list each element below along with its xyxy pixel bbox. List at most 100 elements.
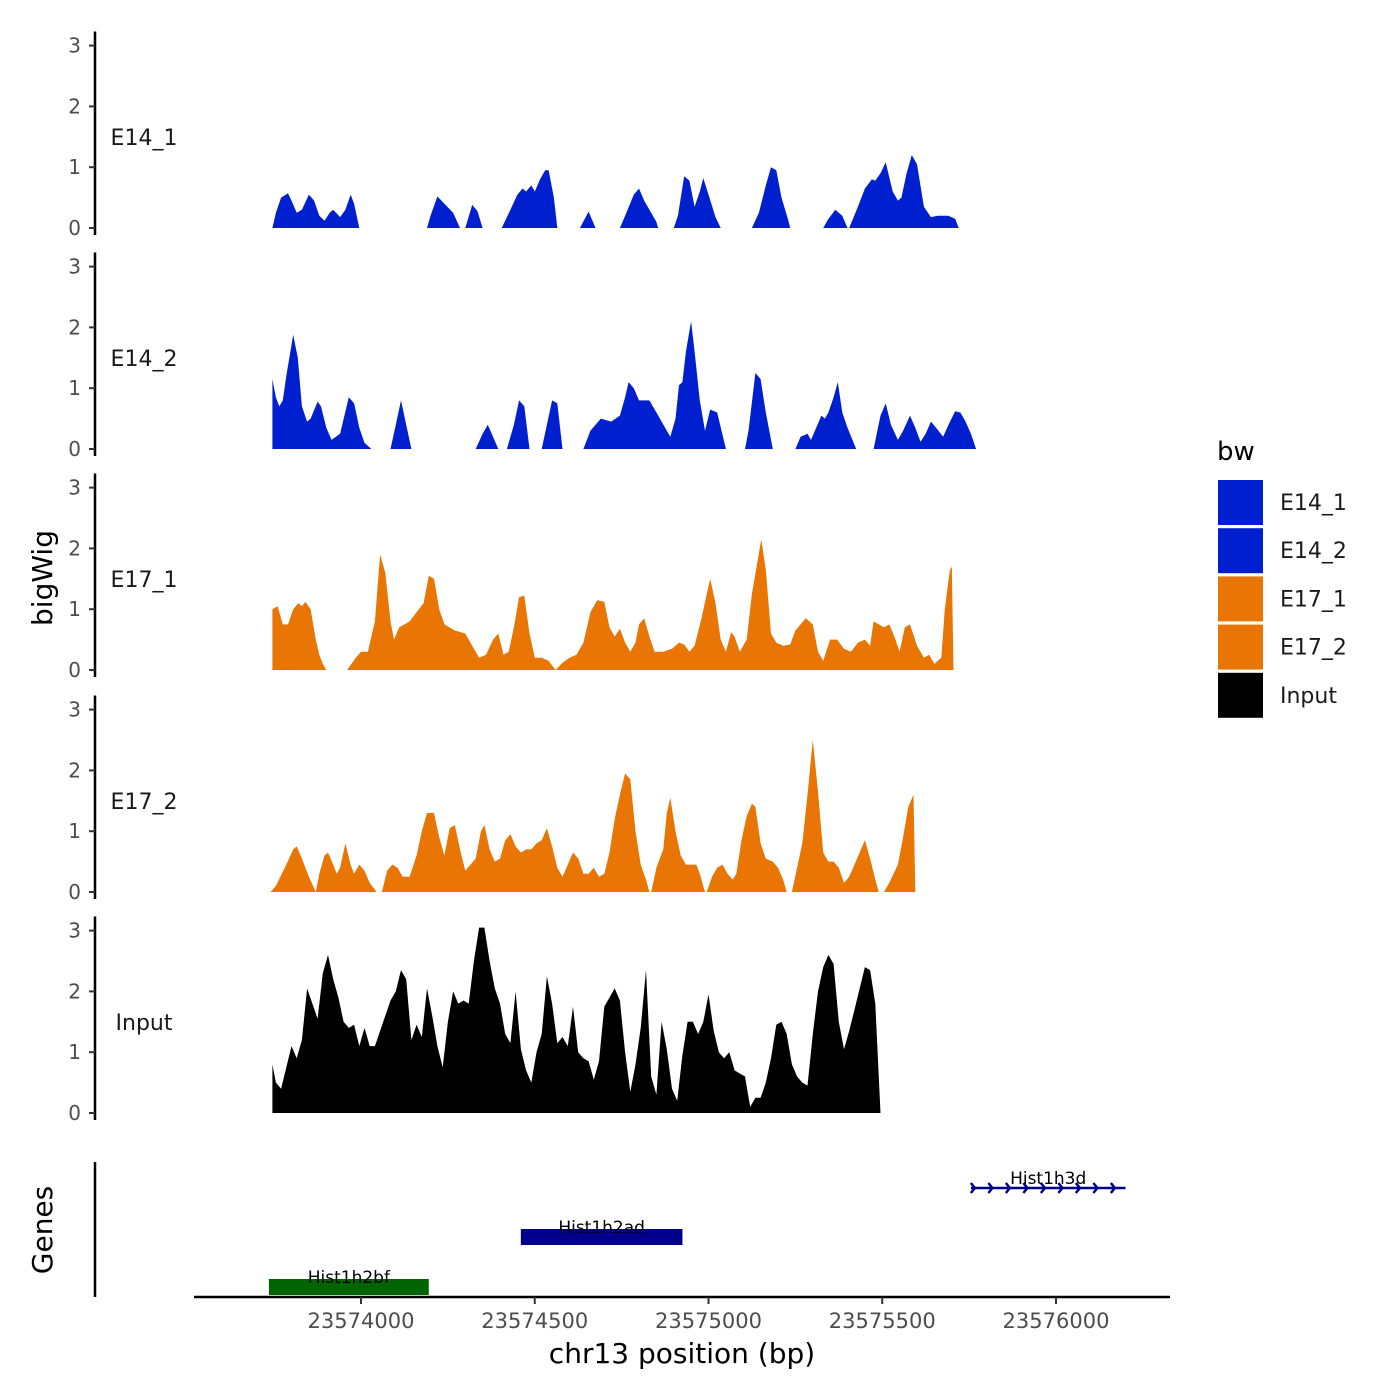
strand-arrow <box>1057 1182 1064 1194</box>
x-tick-label: 23575500 <box>829 1309 936 1333</box>
track-label: Input <box>116 1011 173 1036</box>
y-tick-label: 2 <box>68 94 81 118</box>
y-tick-label: 0 <box>68 437 81 461</box>
gene-hist1h2bf: Hist1h2bf <box>268 1268 429 1295</box>
gene-hist1h2ad: Hist1h2ad <box>520 1218 683 1245</box>
x-axis: 23574000 23574500 23575000 23575500 23576000 <box>194 1295 1170 1333</box>
coverage-area <box>541 400 563 449</box>
gene-label: Hist1h2ad <box>558 1218 645 1238</box>
y-axis-title: bigWig <box>26 530 59 626</box>
coverage-area <box>475 424 499 449</box>
legend-swatch <box>1218 672 1263 718</box>
y-tick-label: 0 <box>68 216 81 240</box>
coverage-area <box>823 209 848 228</box>
coverage-area <box>272 927 881 1113</box>
x-tick-label: 23574000 <box>308 1309 415 1333</box>
strand-arrow <box>1092 1182 1099 1194</box>
coverage-area <box>555 539 954 670</box>
y-tick-label: 1 <box>68 819 81 843</box>
x-tick-label: 23576000 <box>1003 1309 1110 1333</box>
track-e17_1: 0 1 2 3 E17_1 <box>68 473 954 682</box>
gene-hist1h3d: Hist1h3d <box>969 1169 1126 1194</box>
strand-arrow <box>969 1182 977 1194</box>
track-label: E14_2 <box>111 347 178 372</box>
coverage-area <box>619 188 659 228</box>
track-label: E17_1 <box>111 568 178 593</box>
coverage-area <box>347 554 556 670</box>
strand-arrow <box>1022 1182 1029 1194</box>
legend-title: bw <box>1217 437 1255 467</box>
coverage-area <box>272 193 360 228</box>
y-tick-label: 0 <box>68 880 81 904</box>
legend-label: E17_2 <box>1280 636 1347 661</box>
coverage-area <box>706 803 787 892</box>
coverage-area <box>270 846 316 892</box>
coverage-area <box>390 400 412 449</box>
coverage-area <box>873 403 977 449</box>
coverage-area <box>795 382 857 449</box>
track-label: E17_2 <box>111 790 178 815</box>
y-tick-label: 3 <box>68 919 81 943</box>
bigwig-tracks: 0 1 2 3 E14_1 0 1 2 3 E14_2 0 1 2 3 E17_1 0 1 2 3 E17_2 0 1 2 3… <box>68 31 977 1125</box>
legend-swatch <box>1218 624 1263 670</box>
y-tick-label: 1 <box>68 155 81 179</box>
coverage-area <box>583 321 726 449</box>
x-axis-title: chr13 position (bp) <box>549 1337 815 1370</box>
y-tick-label: 3 <box>68 255 81 279</box>
coverage-area <box>751 167 791 228</box>
coverage-area <box>673 176 721 228</box>
gene-track: Hist1h2bf Hist1h2ad Hist1h3d <box>93 1162 1126 1297</box>
legend: bw E14_1 E14_2 E17_1 E17_2 Input <box>1217 437 1347 718</box>
coverage-area <box>884 794 916 892</box>
y-tick-label: 0 <box>68 658 81 682</box>
coverage-area <box>745 373 773 449</box>
strand-arrow <box>1039 1182 1047 1194</box>
y-tick-label: 2 <box>68 315 81 339</box>
y-tick-label: 1 <box>68 376 81 400</box>
track-e14_1: 0 1 2 3 E14_1 <box>68 31 959 240</box>
coverage-area <box>579 211 596 228</box>
legend-swatch <box>1218 528 1263 574</box>
legend-label: E14_2 <box>1280 539 1347 564</box>
gene-body <box>268 1279 429 1295</box>
coverage-area <box>849 155 959 228</box>
strand-arrow <box>987 1182 994 1194</box>
y-tick-label: 2 <box>68 536 81 560</box>
coverage-area <box>465 204 483 228</box>
legend-label: Input <box>1280 684 1337 709</box>
coverage-area <box>272 334 372 449</box>
y-tick-label: 3 <box>68 698 81 722</box>
track-e14_2: 0 1 2 3 E14_2 <box>68 252 977 461</box>
x-tick-label: 23575000 <box>655 1309 762 1333</box>
strand-arrow <box>1004 1182 1012 1194</box>
gene-label: Hist1h3d <box>1010 1169 1086 1189</box>
y-tick-label: 3 <box>68 34 81 58</box>
y-tick-label: 0 <box>68 1101 81 1125</box>
legend-label: E14_1 <box>1280 491 1347 516</box>
x-tick-label: 23574500 <box>481 1309 588 1333</box>
y-tick-label: 1 <box>68 597 81 621</box>
gene-body <box>520 1229 683 1245</box>
y-tick-label: 3 <box>68 476 81 500</box>
legend-swatch <box>1218 480 1263 525</box>
y-tick-label: 2 <box>68 979 81 1003</box>
strand-arrow <box>1074 1182 1082 1194</box>
coverage-area <box>651 797 705 892</box>
coverage-area <box>791 740 879 892</box>
track-e17_2: 0 1 2 3 E17_2 <box>68 695 916 904</box>
gene-track-title: Genes <box>26 1186 59 1274</box>
y-tick-label: 1 <box>68 1040 81 1064</box>
y-tick-label: 2 <box>68 758 81 782</box>
coverage-area <box>427 196 460 228</box>
track-input: 0 1 2 3 Input <box>68 916 881 1125</box>
coverage-area <box>506 400 530 449</box>
track-label: E14_1 <box>111 126 178 151</box>
coverage-area <box>501 170 558 228</box>
coverage-area <box>272 601 327 670</box>
strand-arrow <box>1109 1182 1117 1194</box>
legend-label: E17_1 <box>1280 587 1347 612</box>
legend-swatch <box>1218 576 1263 622</box>
gene-label: Hist1h2bf <box>308 1268 391 1288</box>
coverage-area <box>315 843 377 892</box>
coverage-area <box>381 773 650 892</box>
